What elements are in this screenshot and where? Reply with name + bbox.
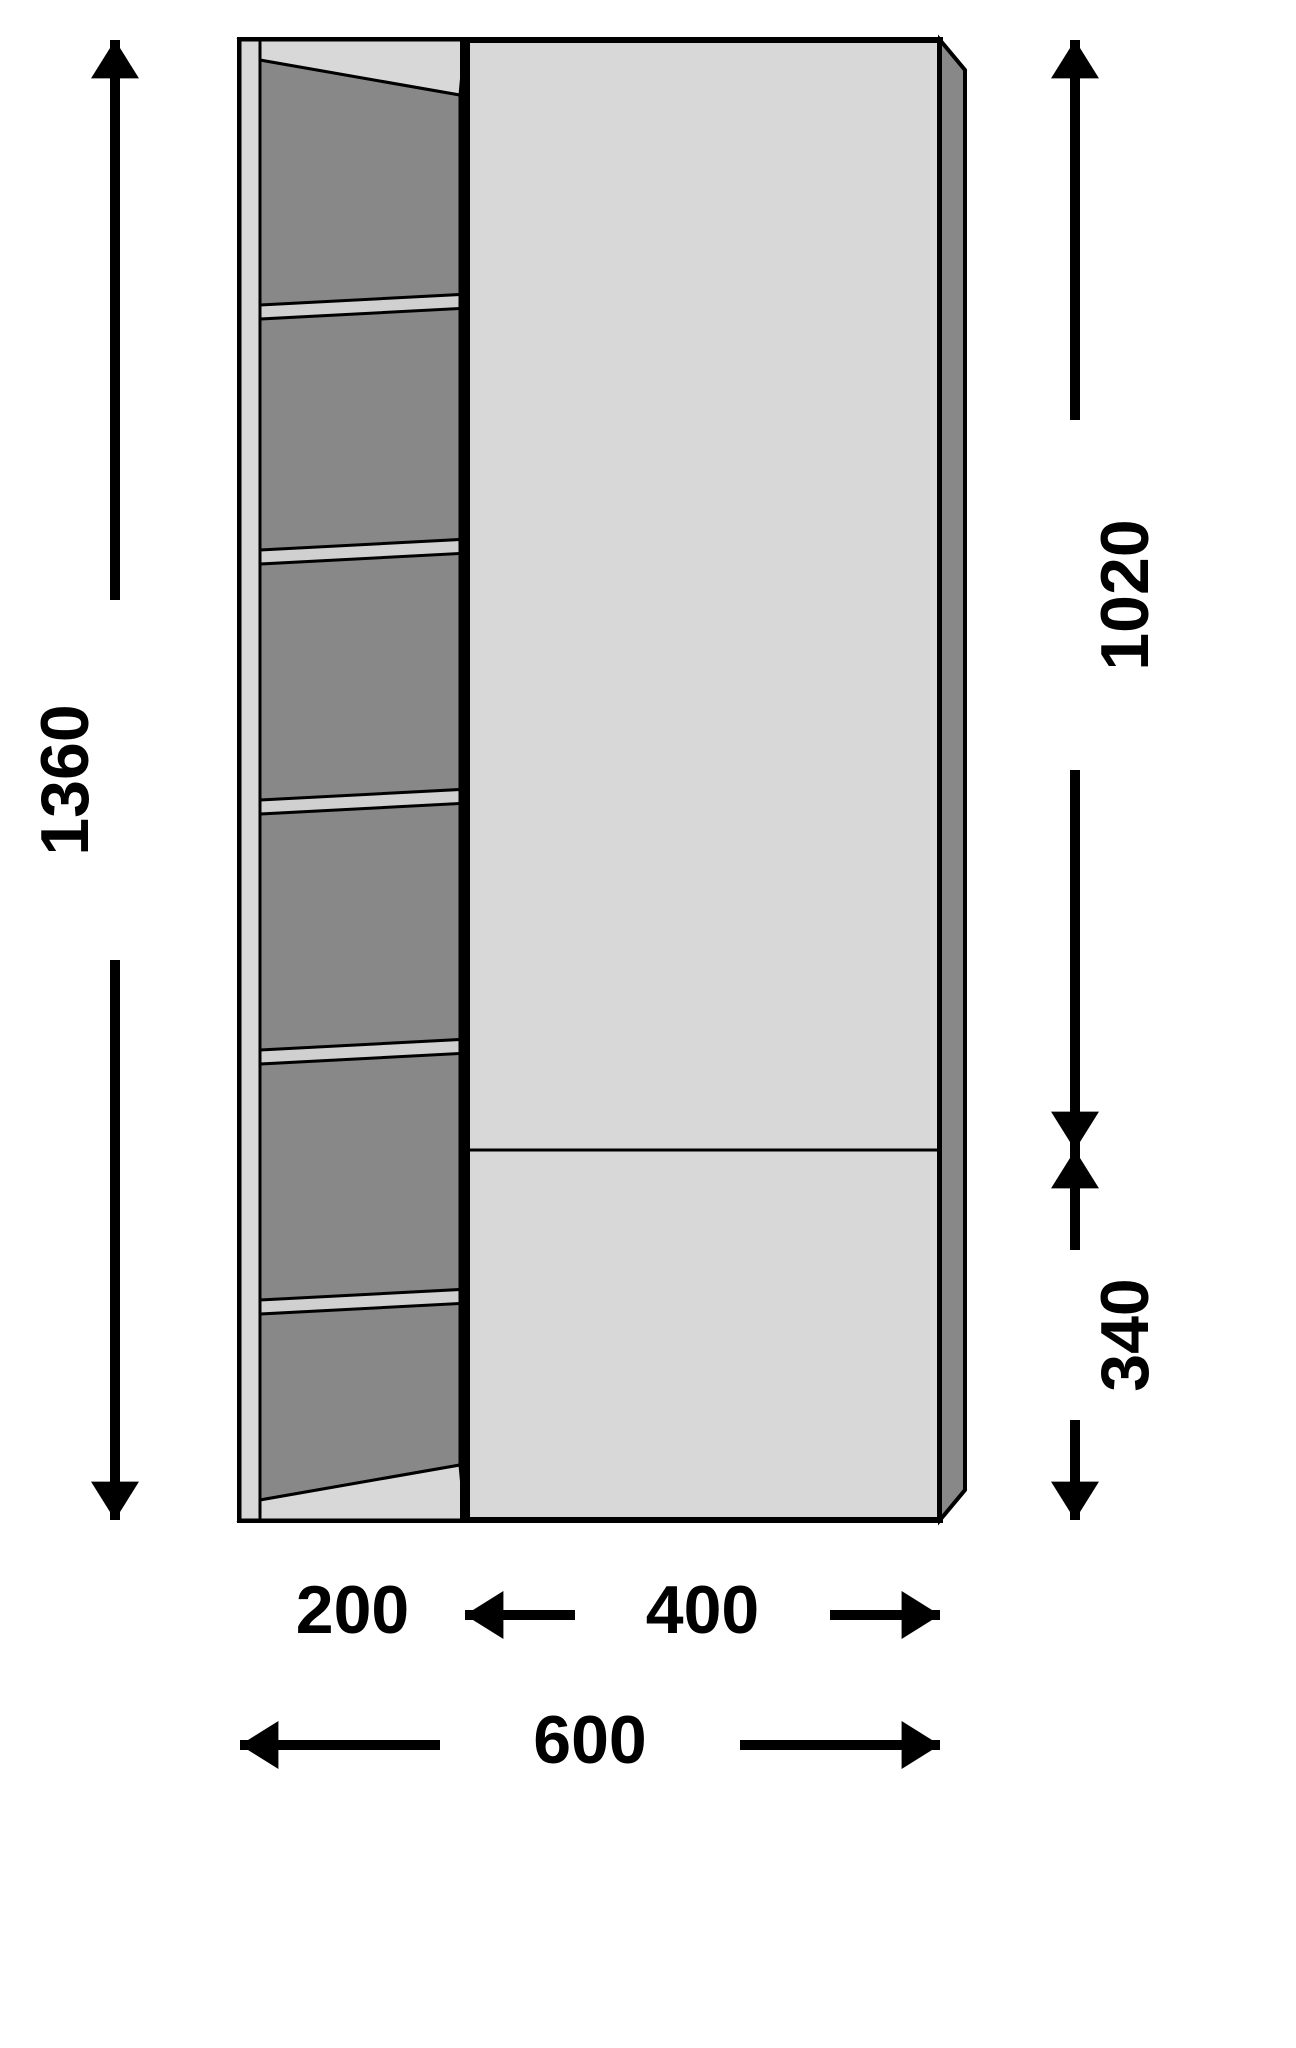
dim-door-upper: 1020 bbox=[1087, 519, 1163, 670]
dim-shelf-width: 200 bbox=[296, 1572, 409, 1648]
dim-door-width: 400 bbox=[646, 1572, 759, 1648]
dim-total-height: 1360 bbox=[27, 704, 103, 855]
dim-door-lower: 340 bbox=[1087, 1278, 1163, 1391]
dim-total-width: 600 bbox=[533, 1702, 646, 1778]
